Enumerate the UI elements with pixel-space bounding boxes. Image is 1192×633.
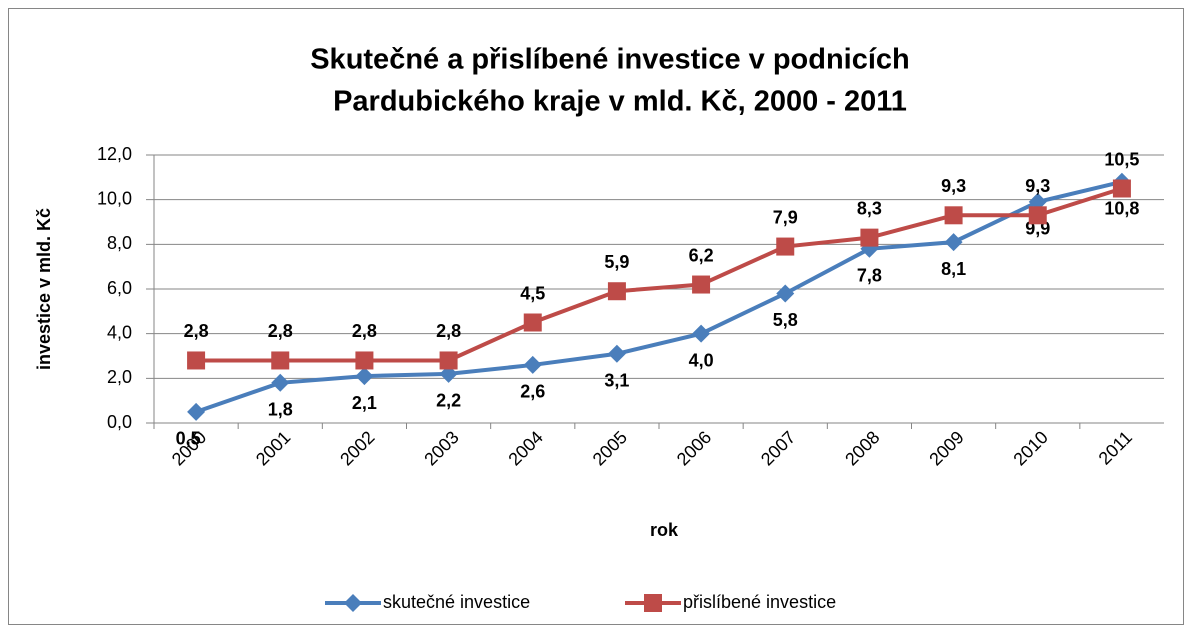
data-label: 2,8 <box>436 321 461 341</box>
legend-label: skutečné investice <box>383 592 530 612</box>
data-label: 2,2 <box>436 391 461 411</box>
marker <box>776 284 795 303</box>
data-label: 7,9 <box>773 207 798 227</box>
y-tick-label: 6,0 <box>107 278 132 298</box>
y-tick-label: 12,0 <box>97 144 132 164</box>
marker <box>860 228 879 247</box>
marker <box>271 373 290 392</box>
chart-title: Skutečné a přislíbené investice v podnic… <box>310 44 910 76</box>
data-label: 8,3 <box>857 198 882 218</box>
data-label: 0,5 <box>176 429 201 449</box>
data-label: 3,1 <box>604 371 629 391</box>
data-label: 2,1 <box>352 393 377 413</box>
legend-marker <box>644 594 662 612</box>
marker <box>355 351 374 370</box>
data-label: 4,0 <box>689 350 714 370</box>
y-tick-label: 8,0 <box>107 233 132 253</box>
marker <box>607 344 626 363</box>
y-axis-title: investice v mld. Kč <box>34 208 54 370</box>
chart-title: Pardubického kraje v mld. Kč, 2000 - 201… <box>333 86 907 118</box>
data-label: 2,8 <box>352 321 377 341</box>
marker <box>692 275 711 294</box>
data-label: 10,8 <box>1104 199 1139 219</box>
series-line <box>196 186 1123 363</box>
y-tick-label: 4,0 <box>107 322 132 342</box>
y-tick-label: 10,0 <box>97 188 132 208</box>
marker <box>187 402 206 421</box>
marker <box>1112 179 1131 198</box>
marker <box>439 351 458 370</box>
data-label: 10,5 <box>1104 149 1139 169</box>
data-label: 2,8 <box>184 321 209 341</box>
data-label: 4,5 <box>520 283 545 303</box>
data-label: 5,8 <box>773 310 798 330</box>
marker <box>271 351 290 370</box>
x-axis-title: rok <box>650 520 679 540</box>
marker <box>944 233 963 252</box>
data-label: 1,8 <box>268 400 293 420</box>
marker <box>1028 206 1047 225</box>
marker <box>355 367 374 386</box>
data-label: 5,9 <box>604 252 629 272</box>
marker <box>776 237 795 256</box>
data-label: 8,1 <box>941 259 966 279</box>
series-line <box>195 179 1123 414</box>
marker <box>692 324 711 343</box>
y-tick-label: 2,0 <box>107 367 132 387</box>
data-label: 2,8 <box>268 321 293 341</box>
marker <box>523 355 542 374</box>
data-label: 6,2 <box>689 245 714 265</box>
data-label: 9,3 <box>1025 176 1050 196</box>
data-label: 7,8 <box>857 266 882 286</box>
marker <box>944 206 963 225</box>
legend-marker <box>344 594 362 612</box>
marker <box>523 313 542 332</box>
marker <box>607 282 626 301</box>
legend-label: přislíbené investice <box>683 592 836 612</box>
marker <box>187 351 206 370</box>
y-tick-label: 0,0 <box>107 412 132 432</box>
data-label: 2,6 <box>520 382 545 402</box>
data-label: 9,3 <box>941 176 966 196</box>
chart-border <box>8 8 1184 625</box>
